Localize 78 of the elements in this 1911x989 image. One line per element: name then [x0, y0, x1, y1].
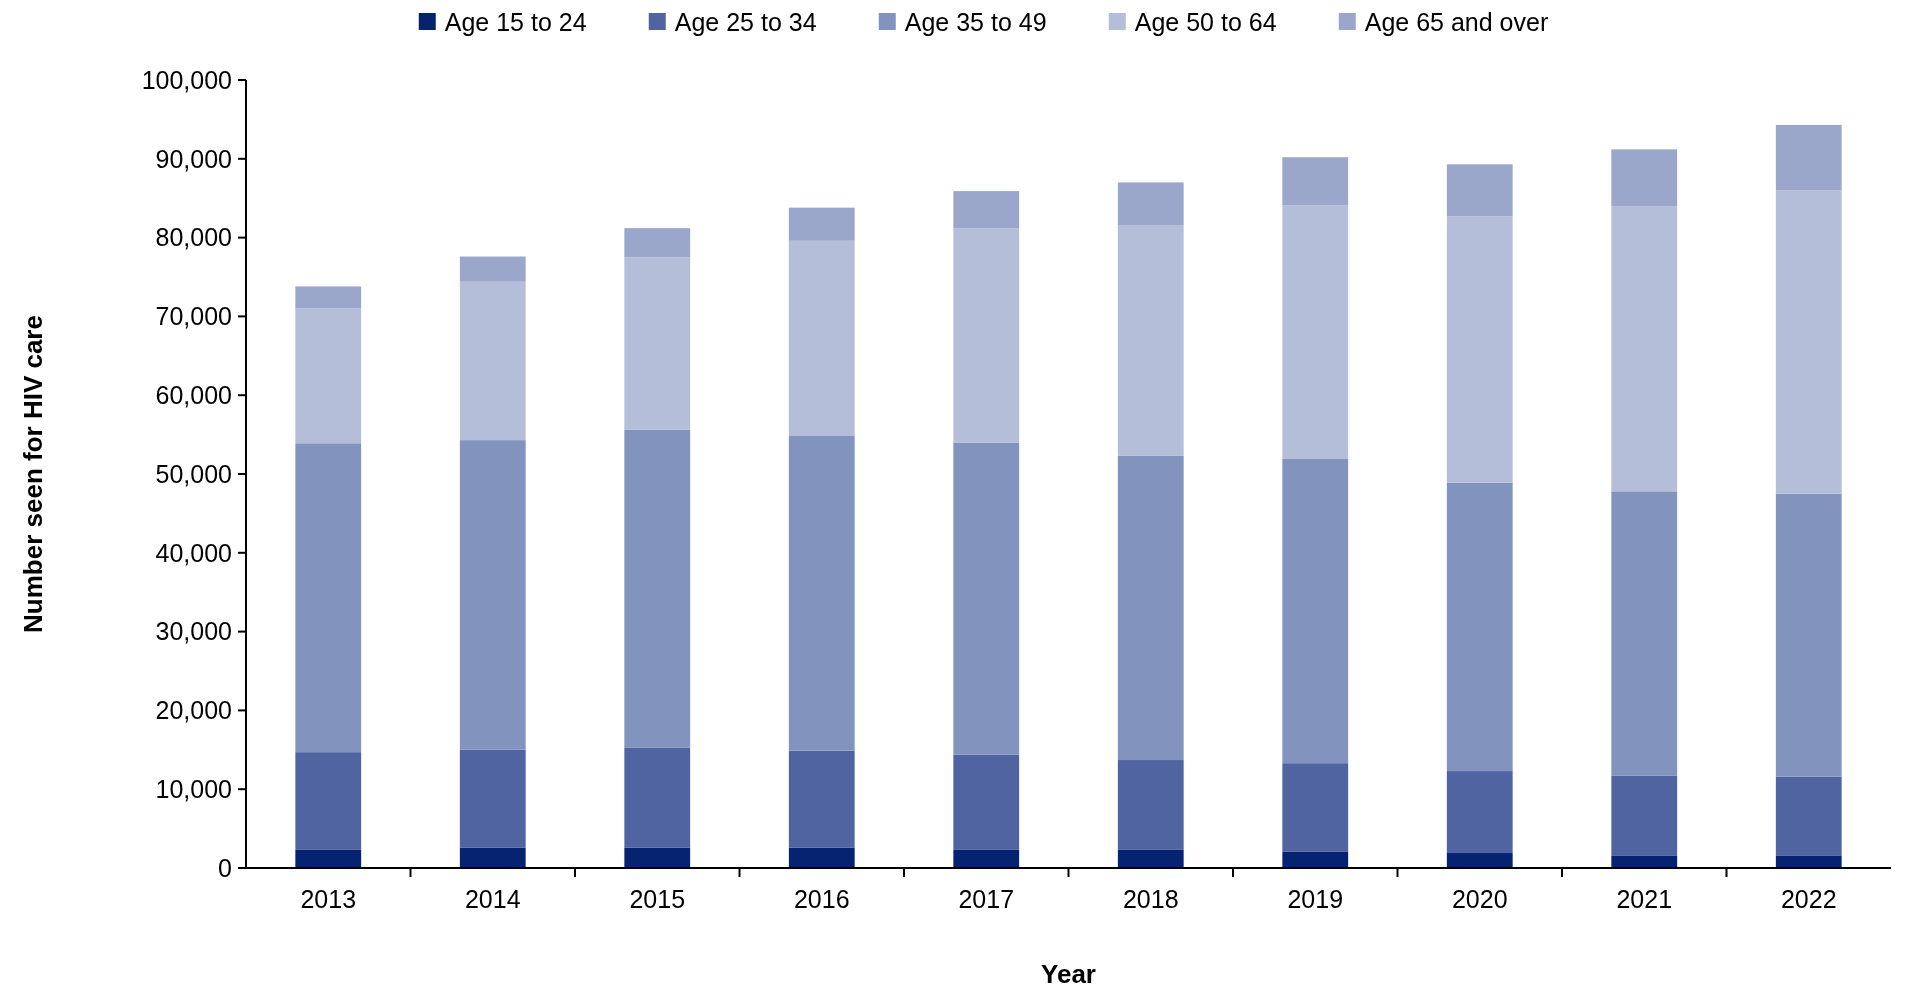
x-tick-label: 2022	[1780, 885, 1837, 913]
bar	[1282, 157, 1349, 206]
bar	[953, 754, 1020, 850]
bar	[295, 752, 362, 850]
x-tick-label: 2014	[464, 885, 521, 913]
bar	[1775, 190, 1842, 494]
legend-label: Age 50 to 64	[1134, 7, 1277, 36]
y-tick-label: 80,000	[155, 223, 232, 252]
y-axis-title: Number seen for HIV care	[18, 315, 48, 633]
bar	[788, 207, 855, 241]
bar	[1446, 771, 1513, 854]
bar	[1117, 760, 1184, 850]
bar	[1282, 851, 1349, 868]
bar	[624, 747, 691, 848]
bar	[459, 847, 526, 868]
bar	[624, 847, 691, 868]
bar	[788, 240, 855, 436]
y-tick-label: 40,000	[155, 538, 232, 567]
x-tick-label: 2021	[1616, 885, 1673, 913]
x-axis-title: Year	[1041, 959, 1096, 989]
y-tick-label: 60,000	[155, 380, 232, 409]
bar	[953, 228, 1020, 443]
bar	[1775, 776, 1842, 856]
legend-label: Age 35 to 49	[904, 7, 1047, 36]
bar	[953, 442, 1020, 755]
x-tick-label: 2020	[1451, 885, 1508, 913]
bar	[459, 281, 526, 441]
legend-label: Age 15 to 24	[444, 7, 587, 36]
bar	[1282, 459, 1349, 764]
y-tick-label: 30,000	[155, 617, 232, 646]
bar	[624, 257, 691, 430]
bar	[953, 191, 1020, 229]
x-tick-label: 2013	[300, 885, 357, 913]
bar	[1611, 491, 1678, 776]
y-tick-label: 10,000	[155, 774, 232, 803]
bar	[1446, 164, 1513, 217]
y-tick-label: 20,000	[155, 696, 232, 725]
bar	[1282, 205, 1349, 460]
bar	[1117, 182, 1184, 225]
bar	[295, 308, 362, 444]
y-tick-label: 90,000	[155, 144, 232, 173]
bar	[459, 440, 526, 750]
bar	[1117, 455, 1184, 761]
x-tick-label: 2015	[629, 885, 686, 913]
bar	[1611, 149, 1678, 207]
bar	[1117, 224, 1184, 456]
bar	[1446, 853, 1513, 868]
bar	[624, 429, 691, 748]
bar	[788, 847, 855, 868]
bar	[953, 849, 1020, 868]
legend-label: Age 25 to 34	[674, 7, 817, 36]
bar	[295, 849, 362, 868]
bar	[1117, 849, 1184, 868]
bar	[459, 256, 526, 282]
bar	[295, 286, 362, 309]
x-tick-label: 2019	[1287, 885, 1344, 913]
bar	[1446, 216, 1513, 483]
bar	[1775, 124, 1842, 191]
bar	[624, 228, 691, 258]
bar	[1775, 855, 1842, 868]
y-tick-label: 50,000	[155, 459, 232, 488]
legend-label: Age 65 and over	[1364, 7, 1549, 36]
y-tick-label: 100,000	[141, 65, 232, 94]
bar	[1282, 763, 1349, 852]
x-tick-label: 2016	[793, 885, 850, 913]
bar	[295, 443, 362, 753]
bar	[788, 750, 855, 848]
y-tick-label: 0	[218, 853, 232, 882]
x-tick-label: 2017	[958, 885, 1015, 913]
bar	[788, 435, 855, 751]
bar	[1775, 493, 1842, 777]
bar	[1611, 206, 1678, 492]
bar	[1611, 775, 1678, 856]
bar	[459, 749, 526, 848]
bar	[1611, 855, 1678, 868]
x-tick-label: 2018	[1122, 885, 1179, 913]
y-tick-label: 70,000	[155, 302, 232, 331]
bar	[1446, 482, 1513, 772]
